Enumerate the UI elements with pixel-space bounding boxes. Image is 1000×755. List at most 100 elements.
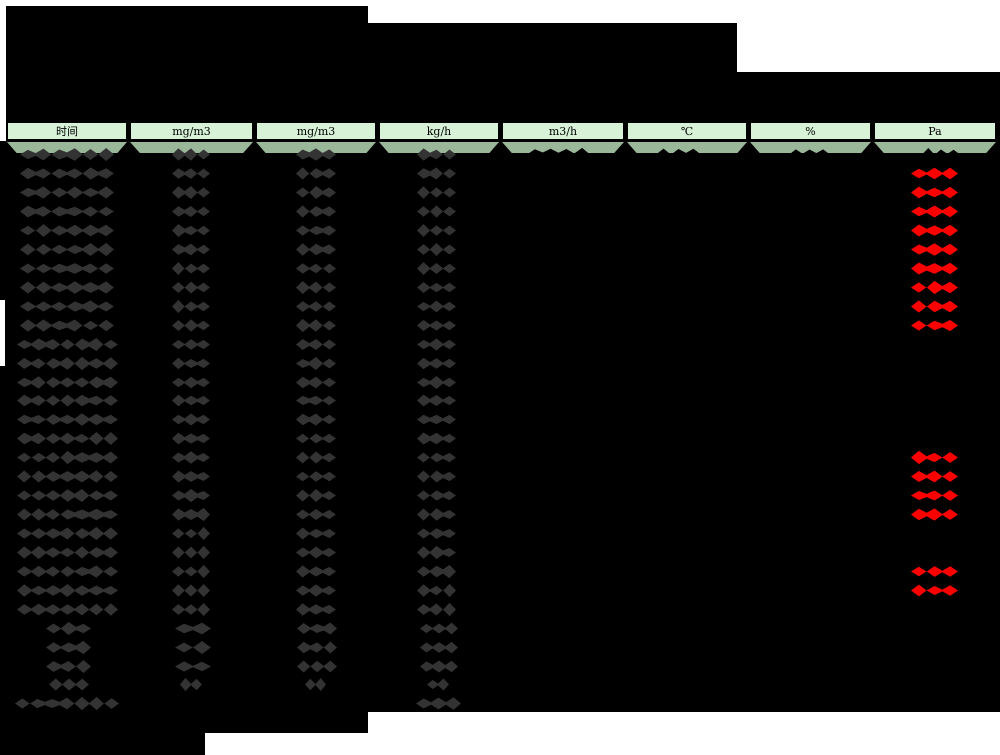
col-header-percent: % — [750, 122, 871, 140]
redacted-cell-value-black — [789, 489, 830, 502]
col-header-percent-label: % — [805, 124, 816, 138]
redacted-cell-value — [296, 205, 336, 218]
redacted-cell-value — [417, 394, 456, 407]
redacted-cell-value — [296, 451, 336, 464]
redacted-cell-value-black — [656, 584, 701, 597]
redacted-cell-value-black — [656, 470, 701, 483]
redacted-cell-value-black — [527, 489, 590, 502]
redacted-cell-value-black — [789, 565, 830, 578]
redacted-cell-value — [296, 301, 336, 312]
redacted-cell-value — [172, 281, 210, 294]
redacted-cell-value-black — [527, 413, 590, 426]
redacted-cell-value-black — [789, 224, 830, 237]
redacted-cell-value — [417, 243, 456, 256]
col-header-mgm3-2: mg/m3 — [256, 122, 376, 140]
redacted-cell-value — [172, 564, 210, 579]
redacted-cell-value — [417, 564, 456, 579]
redacted-cell-value-black — [656, 186, 701, 199]
redacted-cell-time — [20, 263, 114, 274]
redacted-cell-value — [296, 318, 336, 333]
redacted-summary-value — [420, 641, 458, 654]
redacted-cell-value — [296, 263, 336, 274]
redacted-cell-value — [296, 603, 336, 616]
redacted-cell-value — [296, 413, 336, 426]
redacted-cell-value-black — [789, 149, 830, 160]
redacted-cell-time — [20, 319, 114, 332]
redacted-cell-time — [20, 242, 114, 257]
redacted-cell-value-black — [527, 376, 590, 389]
redacted-cell-value-black — [656, 376, 701, 389]
redacted-cell-value-black — [789, 394, 830, 407]
redacted-column-names-band — [6, 72, 1000, 121]
redacted-cell-value-black — [656, 432, 701, 445]
redacted-cell-value — [296, 584, 336, 597]
redacted-cell-value — [417, 376, 456, 389]
redacted-cell-value-black — [656, 357, 701, 370]
redacted-cell-value-black — [916, 377, 956, 388]
redacted-summary-value — [305, 678, 326, 691]
redacted-cell-value-black — [789, 320, 830, 331]
redacted-cell-value-black — [527, 546, 590, 559]
redacted-cell-value — [172, 507, 210, 522]
redacted-cell-value — [417, 186, 456, 199]
redacted-cell-value — [172, 470, 210, 483]
redacted-cell-value — [296, 471, 336, 482]
redacted-cell-value-alert — [911, 450, 958, 465]
redacted-cell-value-black — [527, 584, 590, 597]
redacted-cell-value — [417, 432, 456, 445]
redacted-summary-value — [175, 622, 211, 635]
redacted-cell-value — [296, 565, 336, 578]
redacted-cell-value-alert — [911, 205, 958, 218]
redacted-cell-value-black — [916, 339, 956, 350]
col-header-mgm3-1-label: mg/m3 — [172, 124, 211, 138]
redacted-cell-time — [20, 186, 114, 199]
redacted-cell-value — [417, 281, 456, 294]
redacted-cell-value — [417, 357, 456, 370]
redacted-cell-value — [172, 205, 210, 218]
redacted-cell-value-black — [656, 565, 701, 578]
redacted-summary-value — [427, 678, 449, 691]
redacted-cell-value-alert — [911, 262, 958, 275]
col-header-celsius: ℃ — [627, 122, 747, 140]
redacted-cell-value-black — [527, 433, 590, 444]
redacted-cell-value-alert — [911, 224, 958, 237]
redacted-cell-time — [17, 565, 118, 578]
redacted-footer-line-1 — [0, 712, 368, 733]
redacted-cell-value-alert — [911, 508, 958, 521]
redacted-cell-value — [296, 546, 336, 559]
redacted-cell-time — [20, 224, 114, 237]
redacted-cell-value-black — [527, 242, 590, 257]
redacted-cell-value-black — [527, 167, 590, 180]
redacted-summary-value — [420, 660, 458, 673]
redacted-cell-time — [17, 508, 118, 521]
redacted-cell-time — [17, 603, 118, 616]
header-band-seg-8 — [874, 142, 996, 153]
redacted-cell-value-black — [789, 432, 830, 445]
redacted-cell-value-black — [789, 358, 830, 369]
redacted-cell-value-black — [527, 338, 590, 351]
redacted-cell-time — [20, 205, 114, 218]
redacted-cell-value — [417, 528, 456, 539]
redacted-cell-value-black — [656, 338, 701, 351]
redacted-cell-time — [17, 338, 118, 351]
redacted-cell-value — [172, 432, 210, 445]
redacted-cell-value — [417, 262, 456, 275]
redacted-cell-value — [172, 186, 210, 199]
redacted-cell-value-black — [656, 546, 701, 559]
redacted-cell-value — [172, 168, 210, 179]
redacted-cell-value-black — [656, 451, 701, 464]
redacted-summary-label — [46, 640, 91, 655]
left-edge-white-notch — [0, 300, 5, 366]
redacted-cell-value-black — [789, 376, 830, 389]
header-band-seg-6 — [627, 142, 747, 153]
redacted-cell-time — [17, 376, 118, 389]
redacted-cell-value-black — [527, 281, 590, 294]
redacted-cell-value — [417, 319, 456, 332]
redacted-title-line-1 — [6, 6, 368, 23]
redacted-cell-time — [20, 281, 114, 294]
redacted-cell-value — [417, 490, 456, 501]
redacted-cell-value-black — [527, 224, 590, 237]
redacted-cell-value-black — [916, 394, 956, 407]
redacted-cell-value — [296, 186, 336, 199]
